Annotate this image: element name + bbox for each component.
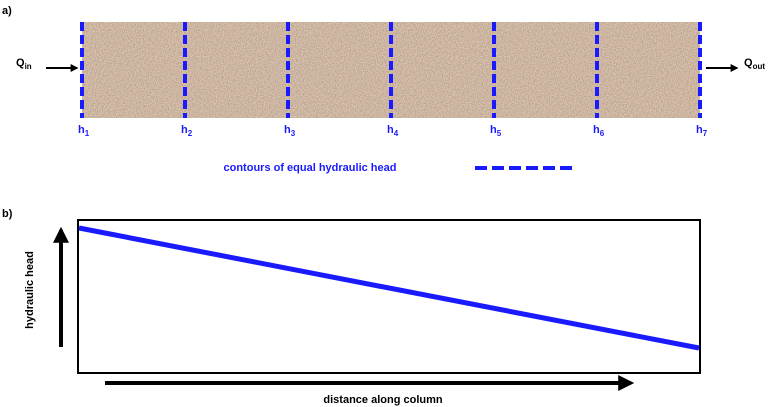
head-label: h6: [593, 124, 605, 138]
panel-label: a): [2, 5, 12, 17]
symbol: h: [78, 124, 85, 136]
symbol: h: [181, 124, 188, 136]
x-axis-label: distance along column: [323, 394, 442, 406]
subscript: 6: [600, 129, 605, 138]
symbol: Q: [744, 57, 753, 69]
symbol: h: [284, 124, 291, 136]
head-label: h2: [181, 124, 193, 138]
symbol: h: [593, 124, 600, 136]
head-label: h7: [696, 124, 708, 138]
panel-label: b): [2, 208, 13, 220]
head-contours: h1 h2 h3 h4 h5 h6 h7: [78, 22, 708, 138]
symbol: h: [490, 124, 497, 136]
subscript: out: [753, 62, 766, 71]
symbol: h: [387, 124, 394, 136]
subscript: 3: [291, 129, 296, 138]
subscript: 1: [85, 129, 90, 138]
head-label: h4: [387, 124, 399, 138]
head-line: [78, 225, 700, 351]
subscript: 2: [188, 129, 193, 138]
subscript: in: [25, 62, 32, 71]
y-axis-label: hydraulic head: [24, 251, 36, 329]
symbol: h: [696, 124, 703, 136]
plot-frame: [77, 219, 701, 374]
symbol: Q: [16, 57, 25, 69]
head-label: h1: [78, 124, 90, 138]
subscript: 5: [497, 129, 502, 138]
inflow-label: Qin: [16, 57, 32, 71]
head-label: h3: [284, 124, 296, 138]
outflow-label: Qout: [744, 57, 765, 71]
subscript: 4: [394, 129, 399, 138]
subscript: 7: [703, 129, 708, 138]
legend-label: contours of equal hydraulic head: [224, 162, 397, 174]
head-label: h5: [490, 124, 502, 138]
